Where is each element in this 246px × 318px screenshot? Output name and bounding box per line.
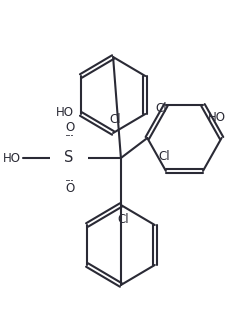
Text: Cl: Cl (158, 150, 170, 163)
Text: Cl: Cl (117, 213, 129, 226)
Text: O: O (65, 182, 75, 195)
Text: O: O (65, 121, 75, 134)
Text: Cl: Cl (155, 102, 167, 115)
Text: Cl: Cl (109, 113, 121, 126)
Text: S: S (64, 150, 74, 165)
Text: HO: HO (208, 111, 226, 124)
Text: HO: HO (56, 106, 74, 119)
Text: HO: HO (3, 151, 21, 164)
